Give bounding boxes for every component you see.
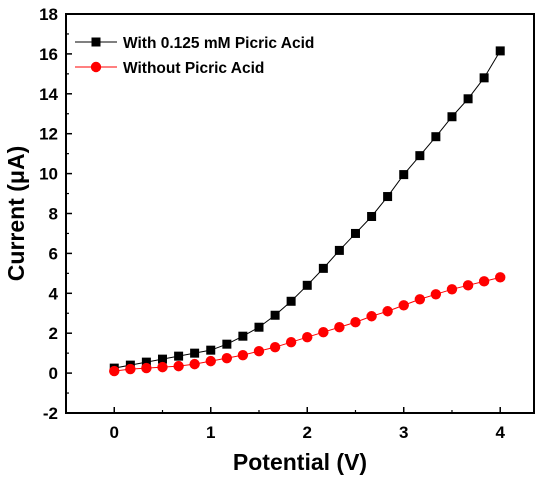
y-tick-label: 14 <box>39 85 58 104</box>
y-axis-title: Current (μA) <box>3 146 29 281</box>
x-axis-title: Potential (V) <box>233 449 367 475</box>
data-point-circle <box>382 306 393 317</box>
data-point-circle <box>253 345 265 357</box>
y-tick-label: 10 <box>39 165 58 184</box>
data-point-square <box>174 351 184 361</box>
data-point-square <box>190 348 200 358</box>
data-point-square <box>270 310 280 320</box>
data-point-square <box>318 263 328 273</box>
data-point-circle <box>189 358 200 370</box>
data-point-square <box>399 170 409 180</box>
x-tick-label: 3 <box>399 423 408 442</box>
data-point-circle <box>237 349 249 361</box>
data-point-square <box>383 192 393 202</box>
data-point-square <box>479 73 489 83</box>
y-tick-label: -2 <box>43 404 58 423</box>
data-point-circle <box>125 363 136 375</box>
data-point-square <box>431 132 441 142</box>
data-point-square <box>334 245 344 255</box>
data-point-square <box>367 211 377 221</box>
data-point-circle <box>141 362 152 374</box>
data-point-circle <box>157 361 168 373</box>
x-tick-label: 1 <box>206 423 215 442</box>
data-point-square <box>238 331 248 341</box>
data-point-square <box>157 354 167 364</box>
legend-label-0: With 0.125 mM Picric Acid <box>123 35 314 52</box>
data-point-circle <box>478 276 490 287</box>
y-tick-label: 0 <box>49 364 58 383</box>
data-point-circle <box>334 322 345 333</box>
legend-marker-circle <box>90 61 102 73</box>
x-tick-label: 0 <box>110 423 119 442</box>
data-point-circle <box>221 352 233 364</box>
x-tick-label: 4 <box>495 423 505 442</box>
legend-label-1: Without Picric Acid <box>123 60 264 77</box>
data-point-circle <box>173 360 184 372</box>
y-tick-label: 4 <box>49 284 59 303</box>
series-line-0 <box>114 50 501 369</box>
data-point-circle <box>269 341 281 353</box>
data-point-circle <box>205 355 216 367</box>
data-point-square <box>447 112 457 122</box>
data-point-circle <box>366 311 377 322</box>
data-point-square <box>254 322 264 332</box>
data-point-square <box>495 46 505 56</box>
data-point-circle <box>462 280 474 291</box>
plot-marks <box>109 46 506 377</box>
data-point-circle <box>495 272 506 283</box>
legend: With 0.125 mM Picric Acid Without Picric … <box>75 35 314 77</box>
y-tick-label: 8 <box>49 205 58 224</box>
data-point-square <box>141 357 151 367</box>
data-point-circle <box>109 365 120 377</box>
data-point-circle <box>302 331 313 343</box>
data-point-square <box>350 228 360 238</box>
data-point-circle <box>446 284 458 295</box>
data-point-circle <box>430 289 442 300</box>
data-point-circle <box>350 317 361 328</box>
data-point-circle <box>318 327 329 338</box>
y-tick-label: 18 <box>39 5 58 24</box>
y-tick-label: 12 <box>39 125 58 144</box>
data-point-circle <box>398 300 409 311</box>
data-point-square <box>222 339 232 349</box>
data-point-square <box>302 280 312 290</box>
y-tick-label: 2 <box>49 324 58 343</box>
y-tick-label: 16 <box>39 45 58 64</box>
y-tick-label: 6 <box>49 244 58 263</box>
data-point-square <box>415 151 425 161</box>
data-point-square <box>286 296 296 306</box>
data-point-circle <box>414 294 426 305</box>
x-tick-label: 2 <box>303 423 312 442</box>
data-point-square <box>463 94 473 104</box>
data-point-circle <box>285 336 297 348</box>
legend-marker-square <box>91 37 101 47</box>
data-point-square <box>206 345 216 355</box>
